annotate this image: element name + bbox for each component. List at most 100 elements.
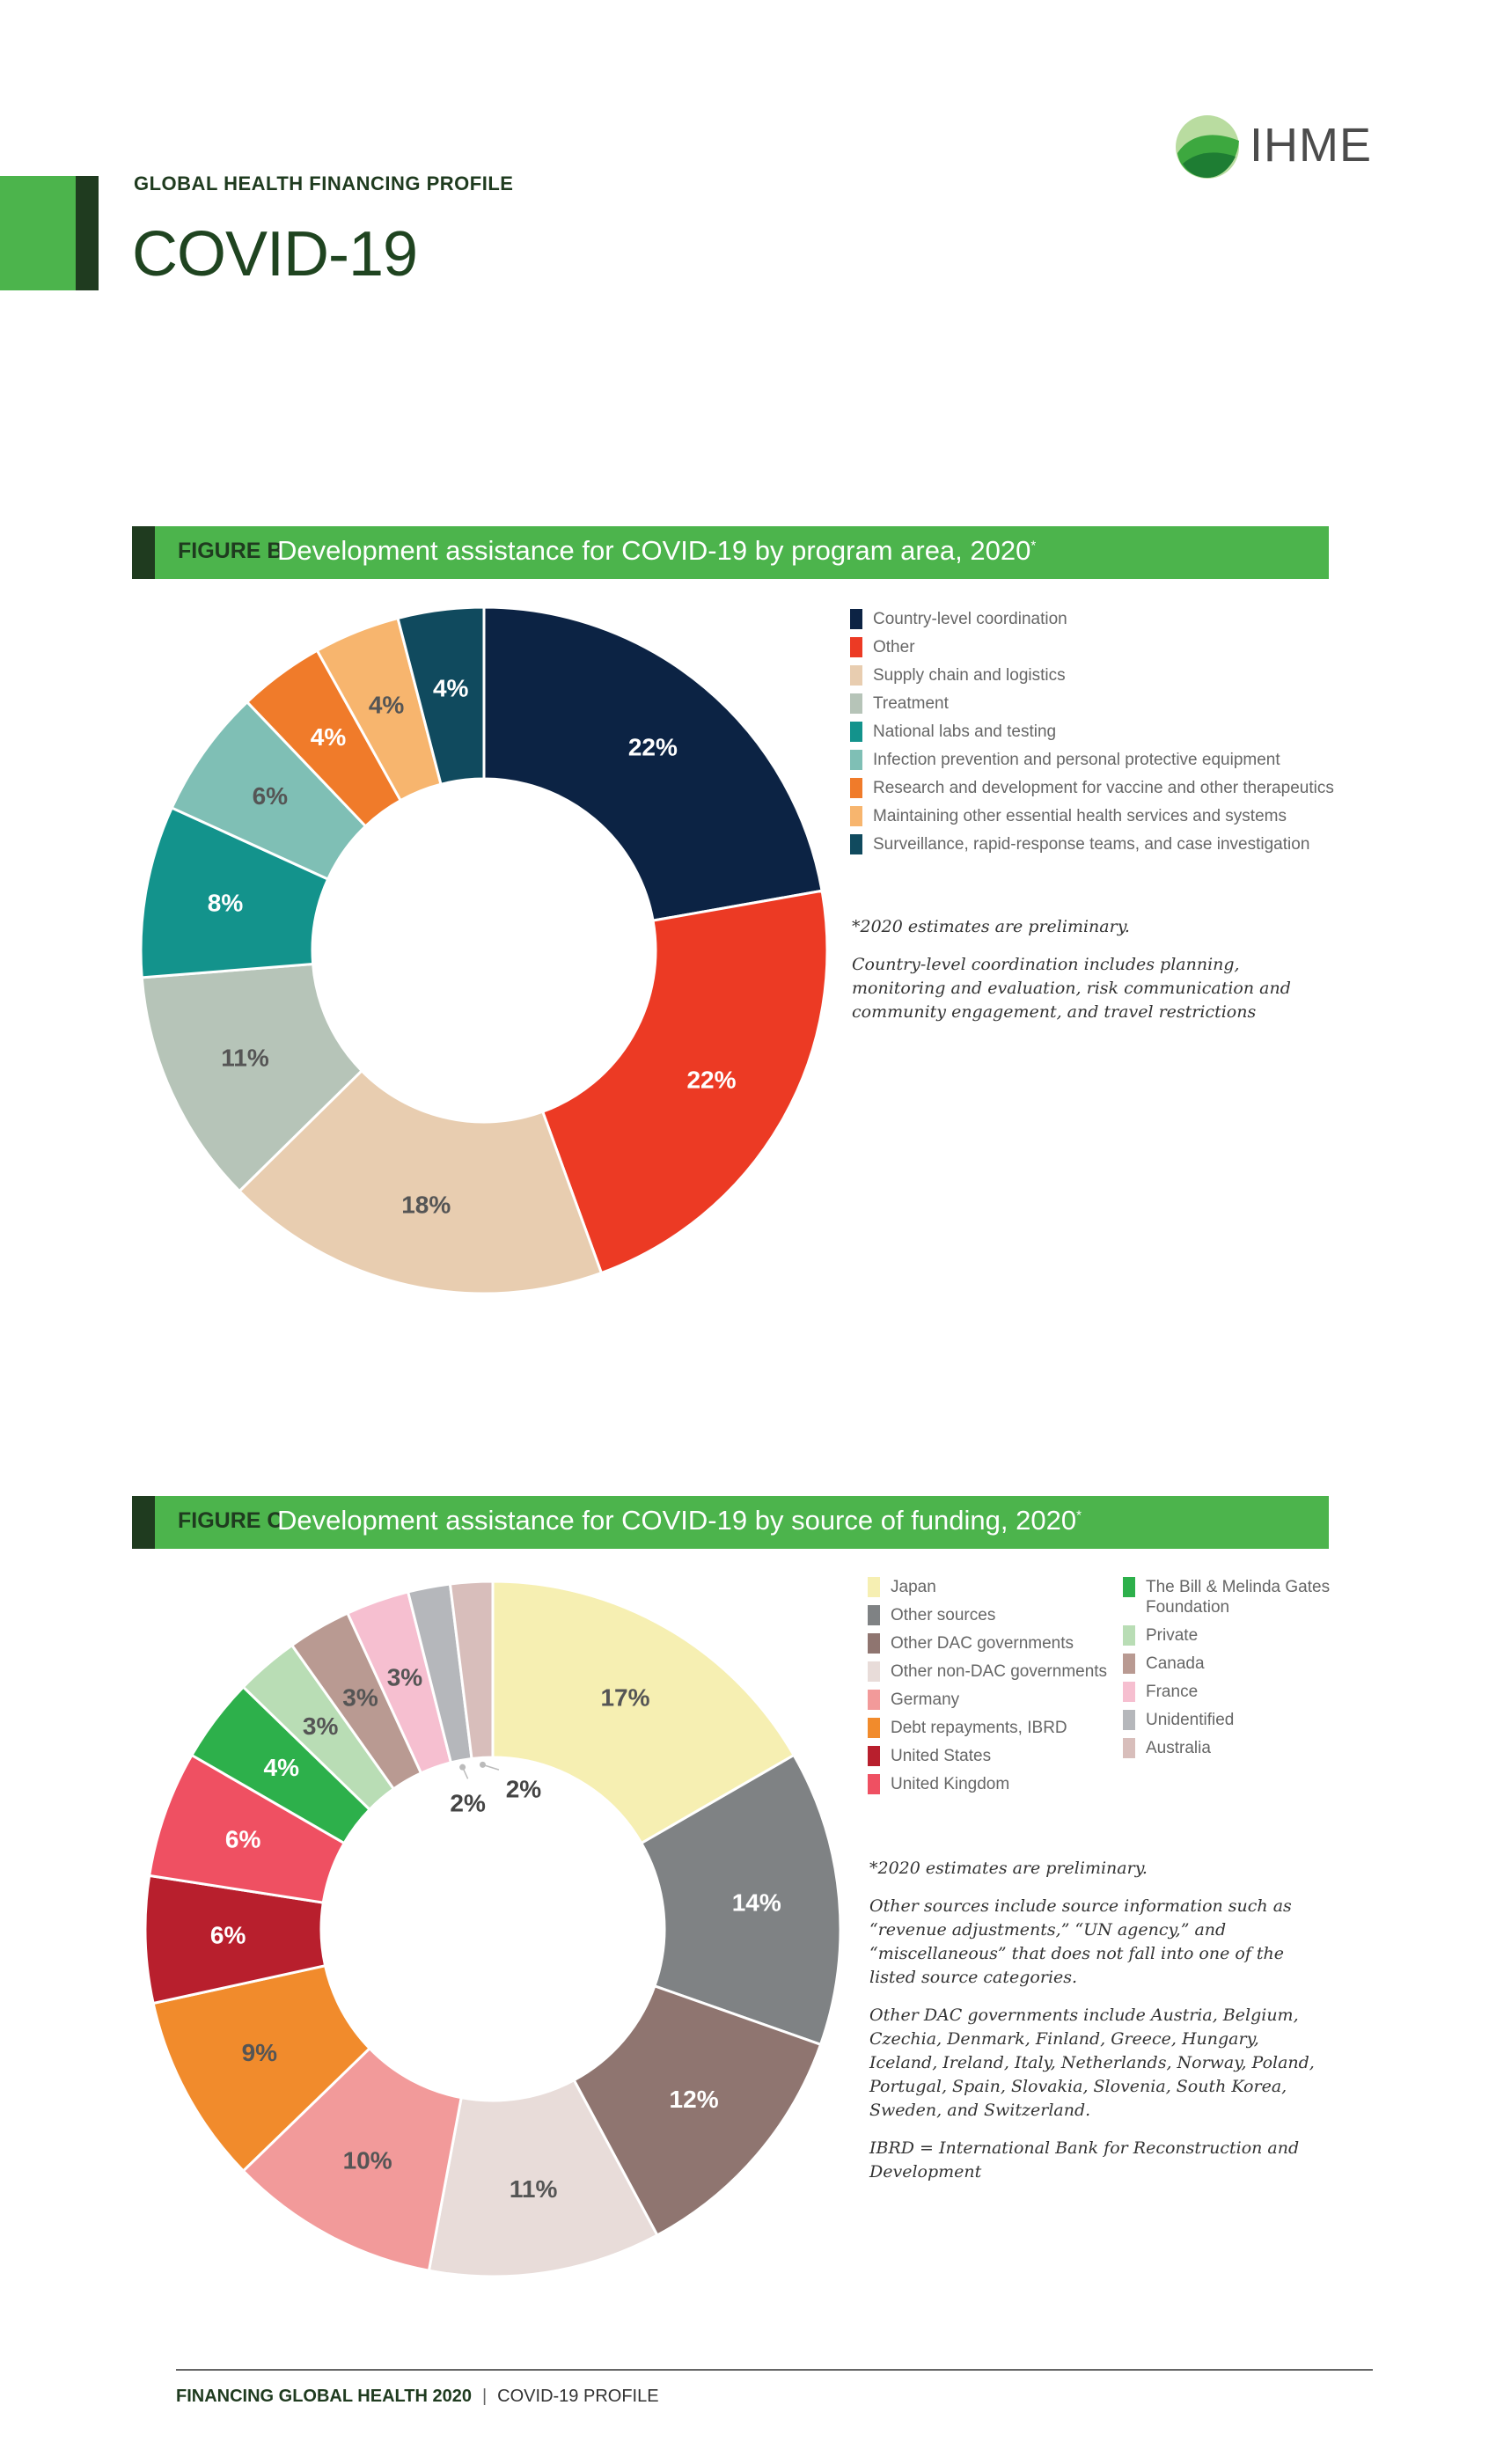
figure-b-legend-swatch-0 xyxy=(850,609,862,629)
figure-b-legend-label-5: Infection prevention and personal protec… xyxy=(873,751,1280,769)
figure-b-slice-1-label: 22% xyxy=(686,1067,736,1094)
figure-c-legend-swatch-8 xyxy=(1123,1577,1135,1597)
figure-b-slice-1 xyxy=(540,889,829,1275)
footer-separator: | xyxy=(481,2387,488,2406)
figure-b-slice-3-label: 11% xyxy=(221,1044,269,1071)
figure-c-slice-12-label: 2% xyxy=(450,1790,486,1817)
figure-c-slice-0-label: 17% xyxy=(600,1684,649,1712)
footer-profile-name: COVID-19 PROFILE xyxy=(497,2387,659,2406)
figure-c-legend-swatch-10 xyxy=(1123,1654,1135,1674)
figure-b-legend-item-5: Infection prevention and personal protec… xyxy=(850,750,1343,770)
figure-b-slice-8 xyxy=(396,605,486,787)
figure-b-legend-swatch-3 xyxy=(850,693,862,714)
figure-b-legend-label-2: Supply chain and logistics xyxy=(873,666,1066,685)
figure-c-note-0: *2020 estimates are preliminary. xyxy=(869,1859,1148,1878)
figure-c-slice-8-label: 4% xyxy=(264,1754,300,1781)
figure-c-legend-label-2: Other DAC governments xyxy=(891,1634,1074,1653)
figure-c-title: Development assistance for COVID-19 by s… xyxy=(277,1505,1082,1536)
figure-c-legend-item-6: United States xyxy=(868,1746,1132,1766)
figure-c-legend-label-1: Other sources xyxy=(891,1606,996,1624)
figure-c-slice-13-leader-line xyxy=(482,1764,500,1771)
figure-c-legend-swatch-0 xyxy=(868,1577,880,1597)
ihme-logo-icon xyxy=(1176,115,1239,179)
figure-c-legend-swatch-9 xyxy=(1123,1625,1135,1646)
figure-b-legend-label-6: Research and development for vaccine and… xyxy=(873,779,1334,797)
figure-b-legend-item-8: Surveillance, rapid-response teams, and … xyxy=(850,834,1343,854)
figure-c-legend-label-5: Debt repayments, IBRD xyxy=(891,1719,1067,1737)
figure-c-slice-3-label: 11% xyxy=(510,2175,558,2203)
figure-c-legend-swatch-4 xyxy=(868,1690,880,1710)
figure-b-donut-chart: 22% 22% 18% 11% 8% 6% 4% 4% 4% xyxy=(139,605,829,1295)
figure-c-slice-6-label: 6% xyxy=(210,1922,246,1949)
figure-c-slice-2-label: 12% xyxy=(670,2086,719,2113)
figure-b-legend-label-8: Surveillance, rapid-response teams, and … xyxy=(873,835,1310,854)
figure-c-legend-col2: The Bill & Melinda Gates Foundation Priva… xyxy=(1123,1577,1343,1766)
figure-c-legend-swatch-13 xyxy=(1123,1738,1135,1758)
figure-c-header-accent xyxy=(132,1496,155,1549)
figure-c-legend-swatch-3 xyxy=(868,1661,880,1682)
figure-b-legend-swatch-8 xyxy=(850,834,862,854)
figure-b-legend-item-0: Country-level coordination xyxy=(850,609,1343,629)
figure-b-legend-swatch-4 xyxy=(850,722,862,742)
figure-b-header: FIGURE B Development assistance for COVI… xyxy=(132,526,1329,579)
figure-c-legend-item-7: United Kingdom xyxy=(868,1774,1132,1794)
figure-b-legend-label-7: Maintaining other essential health servi… xyxy=(873,807,1287,825)
figure-c-slice-10-label: 3% xyxy=(342,1684,378,1712)
figure-c-donut-chart: 17%14%12%11%10%9%6%6%4%3%3%3%2%2% xyxy=(143,1580,842,2278)
figure-c-notes: *2020 estimates are preliminary. Other so… xyxy=(869,1857,1327,2198)
figure-c-slice-9-label: 3% xyxy=(303,1712,339,1740)
header-accent-bar-dark xyxy=(76,176,99,290)
figure-c-legend-label-13: Australia xyxy=(1146,1739,1211,1757)
figure-c-legend-label-11: France xyxy=(1146,1683,1199,1701)
figure-b-legend-label-1: Other xyxy=(873,638,915,656)
figure-b-slice-0 xyxy=(482,605,824,922)
figure-c-slice-12-leader-line xyxy=(461,1766,469,1779)
logo-text: IHME xyxy=(1250,119,1372,172)
figure-c-legend-swatch-12 xyxy=(1123,1710,1135,1730)
figure-c-legend-swatch-6 xyxy=(868,1746,880,1766)
figure-b-slice-2-label: 18% xyxy=(401,1192,451,1219)
figure-b-legend-swatch-6 xyxy=(850,778,862,798)
figure-c-legend-swatch-5 xyxy=(868,1718,880,1738)
figure-b-slice-8-label: 4% xyxy=(433,674,469,701)
figure-c-note-1: Other sources include source information… xyxy=(869,1896,1292,1987)
figure-c-legend-item-11: France xyxy=(1123,1682,1343,1702)
footer-rule xyxy=(176,2369,1373,2371)
figure-c-note-2: Other DAC governments include Austria, B… xyxy=(869,2006,1315,2120)
figure-b-slice-0-label: 22% xyxy=(628,734,678,761)
figure-b-legend-item-3: Treatment xyxy=(850,693,1343,714)
figure-c-legend-item-1: Other sources xyxy=(868,1605,1132,1625)
figure-b-slice-3 xyxy=(140,962,364,1193)
figure-b-legend-swatch-1 xyxy=(850,637,862,657)
figure-b-slice-7-label: 4% xyxy=(369,691,405,718)
figure-c-legend-label-6: United States xyxy=(891,1747,992,1765)
figure-c-legend-item-9: Private xyxy=(1123,1625,1343,1646)
footer-report-name: FINANCING GLOBAL HEALTH 2020 xyxy=(176,2387,472,2406)
figure-b-legend-label-4: National labs and testing xyxy=(873,722,1057,741)
figure-b-legend-label-3: Treatment xyxy=(873,694,949,713)
figure-c-legend-item-12: Unidentified xyxy=(1123,1710,1343,1730)
figure-c-legend-item-10: Canada xyxy=(1123,1654,1343,1674)
figure-c-legend-item-3: Other non-DAC governments xyxy=(868,1661,1132,1682)
figure-c-legend-item-5: Debt repayments, IBRD xyxy=(868,1718,1132,1738)
figure-c-legend-swatch-2 xyxy=(868,1633,880,1654)
figure-c-label: FIGURE C xyxy=(178,1508,283,1533)
figure-c-slice-4-label: 10% xyxy=(343,2147,392,2174)
figure-b-slice-5-label: 6% xyxy=(253,782,289,810)
figure-c-legend-item-4: Germany xyxy=(868,1690,1132,1710)
page-title: COVID-19 xyxy=(132,219,418,290)
figure-c-legend-col1: Japan Other sources Other DAC governments O… xyxy=(868,1577,1132,1802)
figure-c-legend-label-7: United Kingdom xyxy=(891,1775,1010,1793)
figure-c-legend-label-12: Unidentified xyxy=(1146,1711,1235,1729)
figure-c-legend-item-2: Other DAC governments xyxy=(868,1633,1132,1654)
figure-c-legend-item-13: Australia xyxy=(1123,1738,1343,1758)
figure-b-label: FIGURE B xyxy=(178,539,283,563)
figure-c-legend-swatch-11 xyxy=(1123,1682,1135,1702)
figure-b-note-1: Country-level coordination includes plan… xyxy=(852,955,1291,1022)
figure-b-legend-item-2: Supply chain and logistics xyxy=(850,665,1343,686)
figure-c-slice-11-label: 3% xyxy=(387,1664,423,1691)
figure-b-slice-6-label: 4% xyxy=(311,723,347,751)
figure-c-legend-label-3: Other non-DAC governments xyxy=(891,1662,1108,1681)
figure-c-legend-label-8: The Bill & Melinda Gates Foundation xyxy=(1146,1578,1331,1617)
figure-c-legend-label-0: Japan xyxy=(891,1578,936,1596)
